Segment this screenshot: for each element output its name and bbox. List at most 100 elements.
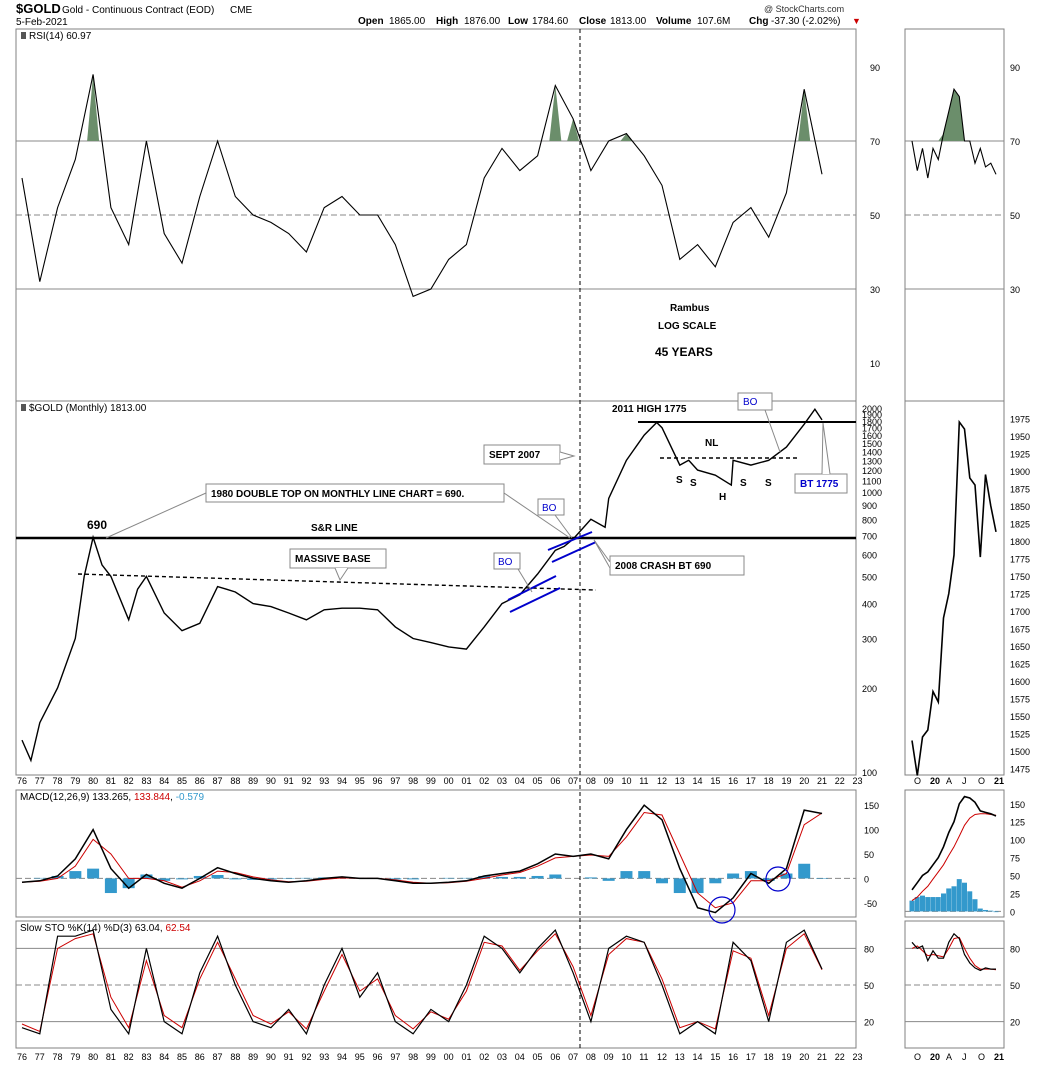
- year-tick-label: 11: [639, 776, 648, 786]
- macd-detail-tick-label: 0: [1010, 907, 1015, 917]
- macd-detail-histogram-bar: [930, 897, 936, 912]
- sto-d-line: [21, 932, 823, 1033]
- high-2011-text: 2011 HIGH 1775: [612, 404, 687, 415]
- hs-s2-text: S: [690, 478, 697, 489]
- sept-2007-pointer: [559, 451, 576, 461]
- macd-detail-histogram-bar: [956, 879, 962, 912]
- price-tick-label: 1700: [862, 424, 882, 434]
- price-tick-label: 1600: [862, 431, 882, 441]
- macd-detail-histogram-bar: [925, 897, 931, 912]
- macd-histogram-bar: [709, 878, 722, 884]
- month-tick-label: A: [946, 1052, 952, 1062]
- year-tick-label: 84: [159, 776, 169, 786]
- blue-channel-upper-2: [547, 531, 593, 551]
- year-tick-label: 82: [124, 1052, 134, 1062]
- macd-signal-value: 133.844: [134, 792, 171, 803]
- macd-label: MACD(12,26,9) 133.265, 133.844, -0.579: [20, 792, 204, 803]
- down-arrow-icon: ▼: [852, 16, 861, 26]
- year-tick-label: 98: [408, 1052, 418, 1062]
- macd-tick-label: 150: [864, 801, 879, 811]
- bt-1775-pointer: [821, 422, 831, 475]
- price-frame: [15, 400, 857, 776]
- month-tick-label: 20: [930, 1052, 940, 1062]
- bt-1775-text: BT 1775: [800, 479, 839, 490]
- year-tick-label: 05: [533, 1052, 543, 1062]
- year-tick-label: 00: [444, 1052, 454, 1062]
- price-detail-tick-label: 1875: [1010, 485, 1030, 495]
- sto-detail-tick-label: 80: [1010, 944, 1020, 954]
- macd-line: [21, 804, 823, 914]
- rsi-overbought-fill: [549, 85, 562, 141]
- year-tick-label: 21: [817, 776, 827, 786]
- rsi-detail-line: [911, 87, 997, 179]
- hs-s3-text: S: [740, 478, 747, 489]
- price-detail-line: [911, 419, 997, 776]
- macd-histogram-bar: [513, 876, 526, 879]
- month-tick-label: O: [914, 776, 921, 786]
- year-tick-label: 03: [497, 1052, 507, 1062]
- year-tick-label: 78: [53, 776, 63, 786]
- bo-top-text: BO: [743, 397, 758, 408]
- macd-histogram-bar: [122, 878, 135, 889]
- rsi-tick-label: 30: [870, 285, 880, 295]
- price-detail-tick-label: 1700: [1010, 607, 1030, 617]
- year-tick-label: 06: [550, 1052, 560, 1062]
- month-tick-label: O: [978, 776, 985, 786]
- rsi-tick-label: 10: [870, 359, 880, 369]
- hs-h-text: H: [719, 492, 726, 503]
- macd-histogram-bar: [780, 873, 793, 879]
- macd-histogram-bar: [158, 878, 171, 881]
- year-tick-label: 93: [319, 776, 329, 786]
- year-tick-label: 85: [177, 776, 187, 786]
- bo-mid-leader: [554, 514, 573, 539]
- macd-histogram-bar: [673, 878, 686, 894]
- macd-histogram-bar: [656, 878, 668, 884]
- year-tick-label: 82: [124, 776, 134, 786]
- close-label: Close: [579, 16, 607, 27]
- macd-detail-tick-label: 100: [1010, 836, 1025, 846]
- price-detail-tick-label: 1775: [1010, 555, 1030, 565]
- low-label: Low: [508, 16, 528, 27]
- price-tick-label: 1500: [862, 439, 882, 449]
- macd-detail-histogram-bar: [920, 895, 925, 912]
- rsi-detail-overbought-fill: [938, 89, 970, 141]
- price-tick-label: 1000: [862, 488, 882, 498]
- sto-k-line: [21, 929, 823, 1036]
- month-tick-label: O: [914, 1052, 921, 1062]
- year-tick-label: 20: [799, 1052, 809, 1062]
- macd-detail-histogram-bar: [935, 897, 941, 912]
- price-detail-frame: [904, 400, 1005, 776]
- sto-tick-label: 80: [864, 944, 874, 954]
- year-tick-label: 87: [213, 776, 223, 786]
- bo-top-leader: [764, 409, 781, 453]
- month-tick-label: 21: [994, 1052, 1004, 1062]
- year-tick-label: 77: [35, 776, 45, 786]
- year-tick-label: 81: [106, 776, 116, 786]
- price-line: [21, 407, 823, 763]
- year-tick-label: 17: [746, 1052, 756, 1062]
- price-detail-tick-label: 1500: [1010, 747, 1030, 757]
- year-tick-label: 83: [141, 776, 151, 786]
- year-tick-label: 81: [106, 1052, 116, 1062]
- macd-histogram-bar: [176, 878, 188, 880]
- year-tick-label: 92: [301, 1052, 311, 1062]
- macd-detail-line: [911, 795, 997, 891]
- rsi-detail-tick-label: 70: [1010, 137, 1020, 147]
- macd-histogram-bar: [69, 871, 82, 879]
- macd-detail-tick-label: 50: [1010, 872, 1020, 882]
- sto-tick-label: 50: [864, 981, 874, 991]
- log-scale-text: LOG SCALE: [658, 321, 717, 332]
- series: [21, 74, 999, 1036]
- year-tick-label: 19: [781, 776, 791, 786]
- rambus-text: Rambus: [670, 303, 710, 314]
- macd-detail-histogram-bar: [946, 888, 952, 912]
- year-tick-label: 23: [853, 776, 863, 786]
- year-tick-label: 95: [355, 1052, 365, 1062]
- year-tick-label: 22: [835, 1052, 845, 1062]
- axis-ticks: 1030507090100200300400500600700800900100…: [17, 63, 1030, 1062]
- price-detail-tick-label: 1550: [1010, 712, 1030, 722]
- open-value: 1865.00: [389, 16, 426, 27]
- macd-tick-label: 100: [864, 826, 879, 836]
- massive-base-pointer: [334, 567, 349, 582]
- rsi-overbought-fill: [567, 118, 580, 141]
